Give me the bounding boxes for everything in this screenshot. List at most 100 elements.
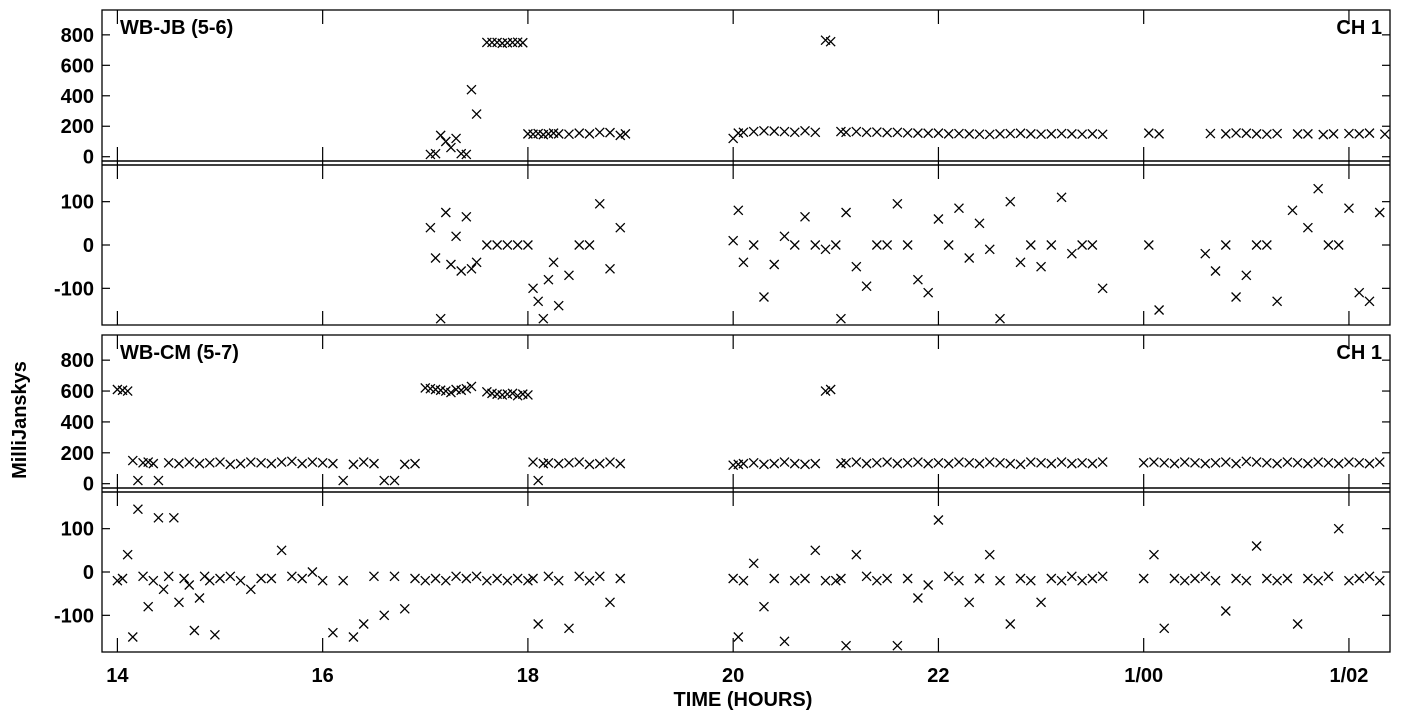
phase-point [974, 573, 985, 584]
amplitude-point [1231, 458, 1242, 469]
amplitude-point [851, 126, 862, 137]
phase-point [1364, 571, 1375, 582]
y-tick-label: -100 [54, 605, 94, 627]
phase-point [923, 580, 934, 590]
amplitude-point [933, 128, 944, 139]
amplitude-point [892, 127, 903, 138]
amplitude-point [1056, 128, 1067, 139]
phase-point [943, 571, 954, 582]
amplitude-point [533, 475, 544, 486]
phase-point [882, 240, 893, 250]
amplitude-point [1302, 128, 1313, 139]
amplitude-point [995, 457, 1005, 468]
amplitude-point [841, 457, 852, 468]
y-tick-label: 600 [61, 55, 94, 77]
phase-point [466, 263, 477, 274]
phase-point [933, 214, 944, 224]
amplitude-point [286, 456, 297, 467]
amplitude-point [317, 457, 328, 468]
amplitude-point [507, 388, 518, 399]
phase-point [1231, 292, 1242, 302]
amplitude-point [1313, 457, 1324, 468]
phase-point [317, 575, 328, 586]
amplitude-point [471, 109, 482, 120]
panel-wb-jb-marks [425, 35, 1390, 324]
phase-point [933, 515, 944, 525]
phase-point [748, 558, 759, 569]
phase-point [810, 545, 821, 556]
amplitude-point [594, 127, 605, 138]
phase-point [1154, 305, 1165, 315]
amplitude-point [759, 125, 769, 136]
phase-point [1261, 573, 1272, 584]
amplitude-point [1220, 128, 1231, 139]
phase-point [902, 240, 913, 250]
amplitude-point [553, 128, 564, 139]
phase-point [410, 573, 420, 584]
amplitude-point [358, 457, 369, 468]
amplitude-point [1025, 128, 1036, 139]
phase-point [1241, 575, 1252, 586]
amplitude-point [1190, 457, 1200, 468]
amplitude-point [389, 475, 400, 486]
phase-point [420, 575, 431, 586]
phase-point [892, 198, 903, 209]
phase-point [256, 573, 267, 584]
amplitude-point [1272, 128, 1283, 139]
amplitude-point [461, 383, 472, 394]
phase-point [389, 571, 400, 582]
phase-point [327, 627, 338, 638]
phase-point [179, 573, 190, 584]
phase-point [964, 253, 975, 263]
phase-point [1200, 248, 1211, 259]
amplitude-point [466, 381, 477, 392]
phase-point [276, 545, 287, 556]
amplitude-point [923, 458, 934, 469]
phase-point [553, 575, 564, 586]
phase-point [738, 575, 749, 586]
phase-point [1343, 575, 1354, 586]
phase-point [1015, 573, 1026, 584]
amplitude-point [1354, 128, 1365, 139]
amplitude-point [933, 457, 944, 468]
channel-label: CH 1 [1336, 342, 1382, 364]
panel-wb-cm [101, 334, 1391, 653]
amplitude-point [1159, 457, 1170, 468]
amplitude-point [1364, 128, 1375, 139]
phase-point [1159, 623, 1170, 634]
phase-point [548, 257, 559, 268]
amplitude-point [759, 459, 769, 470]
phase-point [1005, 196, 1016, 207]
phase-point [528, 573, 539, 584]
panel-frame [101, 9, 1391, 326]
amplitude-point [1077, 457, 1088, 468]
phase-point [728, 235, 739, 246]
phase-point [1179, 575, 1190, 586]
amplitude-point [1036, 457, 1047, 468]
data-marks [112, 35, 1390, 651]
amplitude-point [399, 459, 410, 470]
amplitude-point [445, 142, 456, 153]
amplitude-point [1333, 458, 1344, 469]
phase-point [1066, 571, 1077, 582]
amplitude-point [1251, 457, 1262, 468]
phase-point [943, 240, 954, 250]
amplitude-point [1179, 457, 1190, 468]
phase-point [1036, 597, 1047, 608]
amplitude-point [943, 128, 954, 139]
phase-point [759, 292, 769, 302]
amplitude-point [892, 458, 903, 469]
amplitude-point [327, 458, 338, 469]
phase-point [528, 283, 539, 294]
phase-point [1292, 619, 1303, 629]
amplitude-point [825, 384, 836, 395]
amplitude-point [235, 458, 246, 469]
phase-point [1302, 222, 1313, 233]
amplitude-point [338, 475, 349, 486]
amplitude-point [1154, 128, 1165, 139]
x-tick-label: 18 [517, 665, 539, 687]
amplitude-point [615, 458, 626, 469]
amplitude-point [984, 457, 995, 468]
phase-point [348, 632, 359, 642]
